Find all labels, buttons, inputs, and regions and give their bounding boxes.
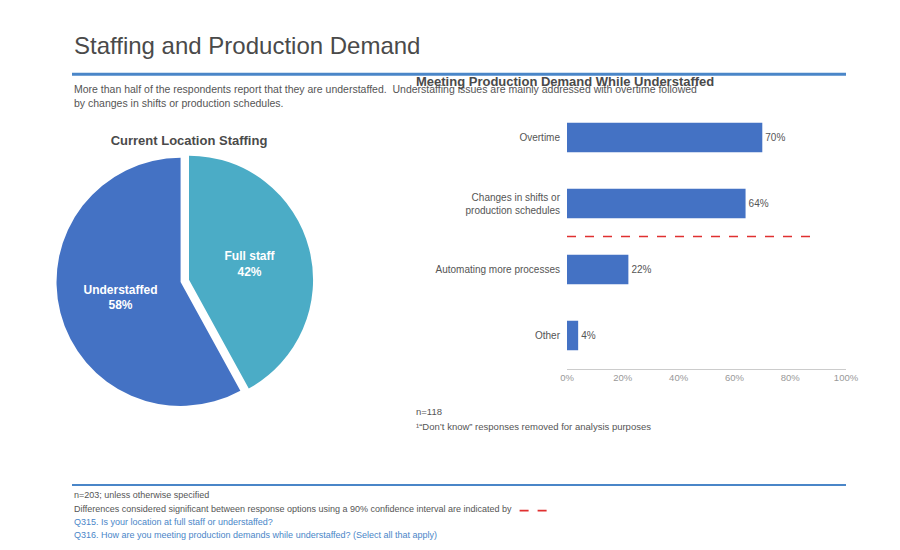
svg-text:0%: 0% <box>560 372 574 383</box>
svg-text:40%: 40% <box>669 372 689 383</box>
svg-text:60%: 60% <box>725 372 745 383</box>
svg-text:More than half of the responde: More than half of the respondents report… <box>74 83 697 109</box>
svg-text:Understaffed58%: Understaffed58% <box>83 283 157 313</box>
svg-text:Differences considered signifi: Differences considered significant betwe… <box>74 504 512 514</box>
svg-text:20%: 20% <box>613 372 633 383</box>
svg-text:100%: 100% <box>834 372 859 383</box>
svg-text:Overtime: Overtime <box>519 132 560 143</box>
svg-text:Full staff42%: Full staff42% <box>225 249 276 279</box>
svg-text:70%: 70% <box>765 132 785 143</box>
svg-text:64%: 64% <box>749 198 769 209</box>
svg-text:n=118: n=118 <box>416 406 442 417</box>
svg-text:Q316. How are you meeting prod: Q316. How are you meeting production dem… <box>74 530 437 540</box>
svg-text:22%: 22% <box>631 264 651 275</box>
svg-text:Current Location Staffing: Current Location Staffing <box>111 133 268 148</box>
svg-text:Meeting Production Demand Whil: Meeting Production Demand While Understa… <box>416 74 714 89</box>
svg-text:4%: 4% <box>581 330 596 341</box>
svg-text:Changes in shifts orproduction: Changes in shifts orproduction schedules <box>465 192 560 216</box>
svg-text:Q315. Is your location at full: Q315. Is your location at full staff or … <box>74 517 273 527</box>
svg-text:Other: Other <box>535 330 561 341</box>
svg-text:n=203; unless otherwise specif: n=203; unless otherwise specified <box>74 490 209 500</box>
svg-text:¹“Don’t know” responses remove: ¹“Don’t know” responses removed for anal… <box>416 421 651 432</box>
svg-text:80%: 80% <box>781 372 801 383</box>
svg-text:Staffing and Production Demand: Staffing and Production Demand <box>74 32 420 59</box>
svg-text:Automating more processes: Automating more processes <box>435 264 560 275</box>
